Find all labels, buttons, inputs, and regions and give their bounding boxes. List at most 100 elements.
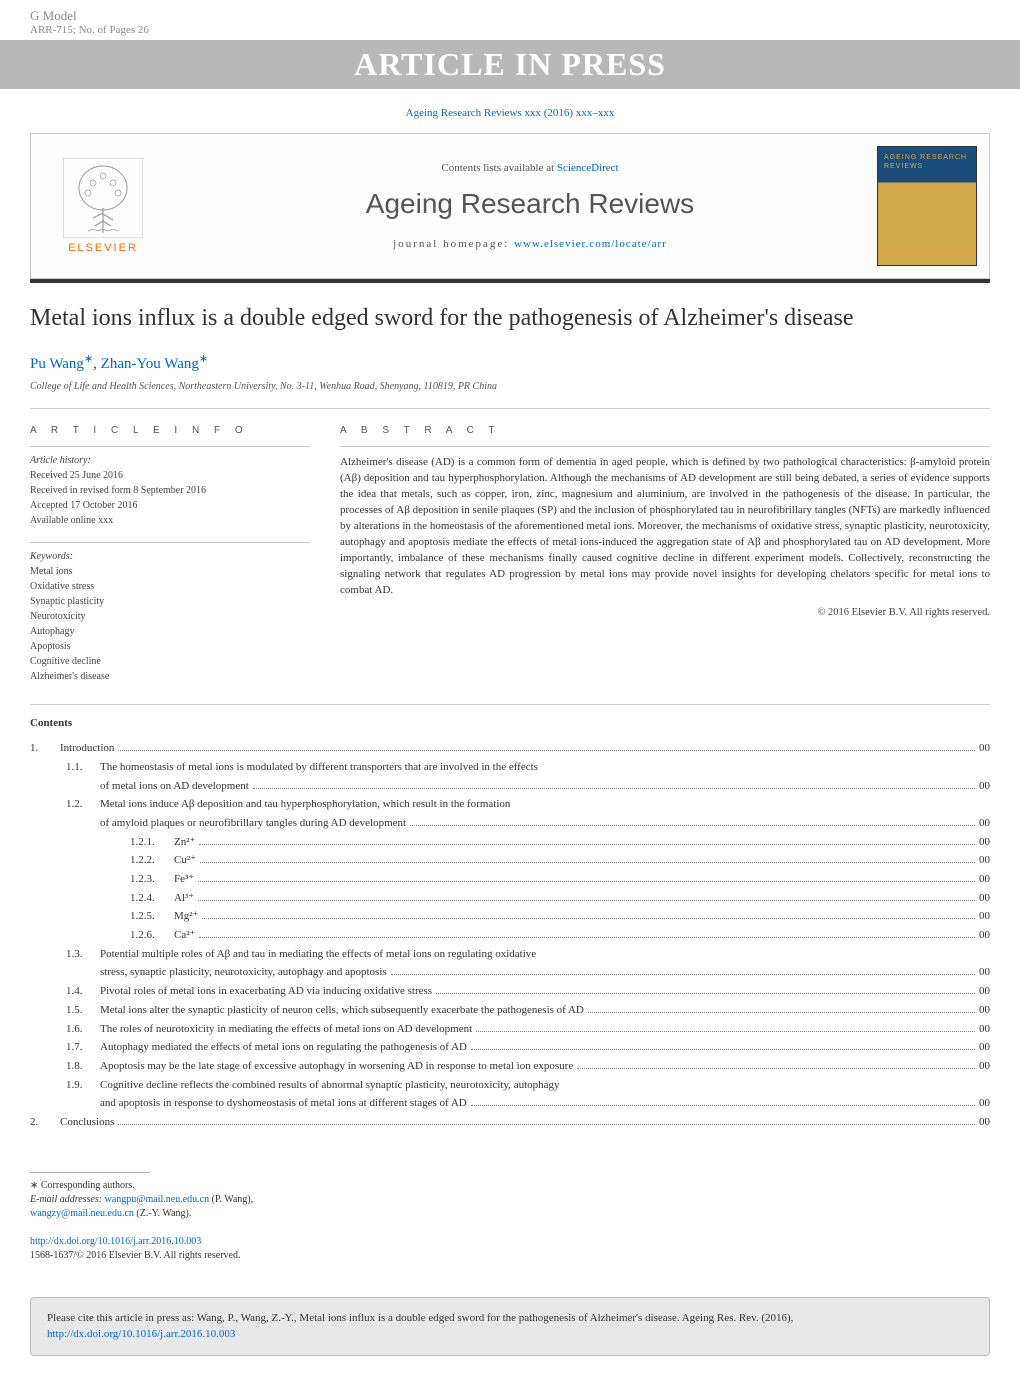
history-item: Accepted 17 October 2016 xyxy=(30,500,137,511)
toc-entry[interactable]: 1.2.6.Ca²⁺ 00 xyxy=(30,926,990,945)
toc-entry[interactable]: 1.1.The homeostasis of metal ions is mod… xyxy=(30,758,990,777)
g-model-label: G Model xyxy=(30,8,149,24)
corr-marker-icon: ∗ xyxy=(199,353,208,365)
toc-page: 00 xyxy=(979,870,990,889)
article-history-block: Article history: Received 25 June 2016 R… xyxy=(30,453,310,528)
author-separator: , xyxy=(93,356,101,372)
contents-top-divider xyxy=(30,704,990,705)
journal-ref-text: Ageing Research Reviews xxx (2016) xxx–x… xyxy=(406,107,615,119)
toc-dots xyxy=(476,1031,975,1032)
author-1[interactable]: Pu Wang xyxy=(30,356,84,372)
journal-reference-line[interactable]: Ageing Research Reviews xxx (2016) xxx–x… xyxy=(30,107,990,119)
toc-text: Mg²⁺ xyxy=(174,907,198,926)
toc-entry-continuation[interactable]: stress, synaptic plasticity, neurotoxici… xyxy=(30,963,990,982)
cite-doi-link[interactable]: http://dx.doi.org/10.1016/j.arr.2016.10.… xyxy=(47,1328,235,1340)
page-container: G Model ARR-715; No. of Pages 26 ARTICLE… xyxy=(0,0,1020,1356)
toc-page: 00 xyxy=(979,1113,990,1132)
doi-link[interactable]: http://dx.doi.org/10.1016/j.arr.2016.10.… xyxy=(30,1236,201,1247)
toc-number: 1.2.3. xyxy=(130,870,174,889)
email-link-2[interactable]: wangzy@mail.neu.edu.cn xyxy=(30,1208,134,1219)
email-who-1: (P. Wang), xyxy=(209,1194,253,1205)
abstract-column: A B S T R A C T Alzheimer's disease (AD)… xyxy=(340,425,990,684)
toc-entry[interactable]: 1.2.Metal ions induce Aβ deposition and … xyxy=(30,795,990,814)
footnote-divider xyxy=(30,1172,150,1173)
sciencedirect-link[interactable]: ScienceDirect xyxy=(557,162,619,174)
toc-page: 00 xyxy=(979,814,990,833)
toc-dots xyxy=(471,1049,975,1050)
toc-number: 1.2.2. xyxy=(130,851,174,870)
toc-dots xyxy=(253,788,975,789)
toc-dots xyxy=(199,844,975,845)
toc-page: 00 xyxy=(979,1038,990,1057)
toc-dots xyxy=(410,825,975,826)
toc-dots xyxy=(200,862,975,863)
keyword-item: Neurotoxicity xyxy=(30,611,86,622)
toc-number: 1.2.4. xyxy=(130,889,174,908)
elsevier-brand-text: ELSEVIER xyxy=(68,242,138,254)
article-info-heading: A R T I C L E I N F O xyxy=(30,425,310,436)
history-label: Article history: xyxy=(30,455,91,466)
toc-dots xyxy=(118,1124,975,1125)
toc-text: Apoptosis may be the late stage of exces… xyxy=(100,1057,573,1076)
toc-dots xyxy=(118,750,975,751)
main-content: Metal ions influx is a double edged swor… xyxy=(0,283,1020,1172)
citation-box: Please cite this article in press as: Wa… xyxy=(30,1297,990,1356)
toc-entry[interactable]: 1.5.Metal ions alter the synaptic plasti… xyxy=(30,1001,990,1020)
header-center: Contents lists available at ScienceDirec… xyxy=(183,162,877,250)
toc-entry[interactable]: 1.6.The roles of neurotoxicity in mediat… xyxy=(30,1020,990,1039)
elsevier-tree-icon xyxy=(63,158,143,238)
corr-author-label: ∗ Corresponding authors. xyxy=(30,1180,135,1191)
toc-text: Autophagy mediated the effects of metal … xyxy=(100,1038,467,1057)
email-link-1[interactable]: wangpu@mail.neu.edu.cn xyxy=(105,1194,209,1205)
corr-marker-icon: ∗ xyxy=(84,353,93,365)
toc-number: 1.8. xyxy=(66,1057,100,1076)
toc-page: 00 xyxy=(979,1094,990,1113)
article-info-column: A R T I C L E I N F O Article history: R… xyxy=(30,425,310,684)
toc-entry-continuation[interactable]: of amyloid plaques or neurofibrillary ta… xyxy=(30,814,990,833)
toc-text: Fe³⁺ xyxy=(174,870,194,889)
toc-page: 00 xyxy=(979,907,990,926)
abstract-heading: A B S T R A C T xyxy=(340,425,990,436)
toc-entry[interactable]: 1.2.3.Fe³⁺ 00 xyxy=(30,870,990,889)
homepage-line: journal homepage: www.elsevier.com/locat… xyxy=(183,238,877,250)
keyword-item: Metal ions xyxy=(30,566,73,577)
toc-entry[interactable]: 1.9.Cognitive decline reflects the combi… xyxy=(30,1076,990,1095)
elsevier-logo[interactable]: ELSEVIER xyxy=(43,146,163,266)
toc-text: Zn²⁺ xyxy=(174,833,195,852)
history-item: Received in revised form 8 September 201… xyxy=(30,485,206,496)
toc-entry[interactable]: 1.2.4.Al³⁺00 xyxy=(30,889,990,908)
toc-page: 00 xyxy=(979,1020,990,1039)
toc-entry[interactable]: 1.4.Pivotal roles of metal ions in exace… xyxy=(30,982,990,1001)
toc-number: 1.5. xyxy=(66,1001,100,1020)
toc-text: Ca²⁺ xyxy=(174,926,195,945)
toc-continuation-text: of metal ions on AD development xyxy=(100,777,249,796)
author-2[interactable]: Zhan-You Wang xyxy=(101,356,199,372)
toc-entry[interactable]: 1.8.Apoptosis may be the late stage of e… xyxy=(30,1057,990,1076)
journal-cover-image[interactable]: AGEING RESEARCH REVIEWS xyxy=(877,146,977,266)
affiliation-text: College of Life and Health Sciences, Nor… xyxy=(30,381,990,392)
footer-area: ∗ Corresponding authors. E-mail addresse… xyxy=(0,1172,1020,1283)
toc-entry[interactable]: 1.2.5.Mg²⁺00 xyxy=(30,907,990,926)
toc-entry[interactable]: 2.Conclusions00 xyxy=(30,1113,990,1132)
toc-entry-continuation[interactable]: of metal ions on AD development00 xyxy=(30,777,990,796)
homepage-url-link[interactable]: www.elsevier.com/locate/arr xyxy=(514,238,667,250)
toc-entry[interactable]: 1.7.Autophagy mediated the effects of me… xyxy=(30,1038,990,1057)
toc-entry-continuation[interactable]: and apoptosis in response to dyshomeosta… xyxy=(30,1094,990,1113)
top-bar: G Model ARR-715; No. of Pages 26 xyxy=(0,0,1020,40)
toc-dots xyxy=(391,974,975,975)
toc-text: Cognitive decline reflects the combined … xyxy=(100,1076,560,1095)
toc-number: 1.9. xyxy=(66,1076,100,1095)
toc-page: 00 xyxy=(979,1057,990,1076)
toc-entry[interactable]: 1.3.Potential multiple roles of Aβ and t… xyxy=(30,945,990,964)
toc-page: 00 xyxy=(979,926,990,945)
toc-continuation-text: of amyloid plaques or neurofibrillary ta… xyxy=(100,814,406,833)
toc-entry[interactable]: 1.Introduction00 xyxy=(30,739,990,758)
toc-number: 1.2.6. xyxy=(130,926,174,945)
toc-number: 1.4. xyxy=(66,982,100,1001)
toc-entry[interactable]: 1.2.2.Cu²⁺00 xyxy=(30,851,990,870)
corresponding-author-block: ∗ Corresponding authors. E-mail addresse… xyxy=(30,1179,990,1221)
toc-dots xyxy=(588,1012,975,1013)
toc-dots xyxy=(198,900,975,901)
toc-entry[interactable]: 1.2.1.Zn²⁺00 xyxy=(30,833,990,852)
article-title: Metal ions influx is a double edged swor… xyxy=(30,303,990,334)
